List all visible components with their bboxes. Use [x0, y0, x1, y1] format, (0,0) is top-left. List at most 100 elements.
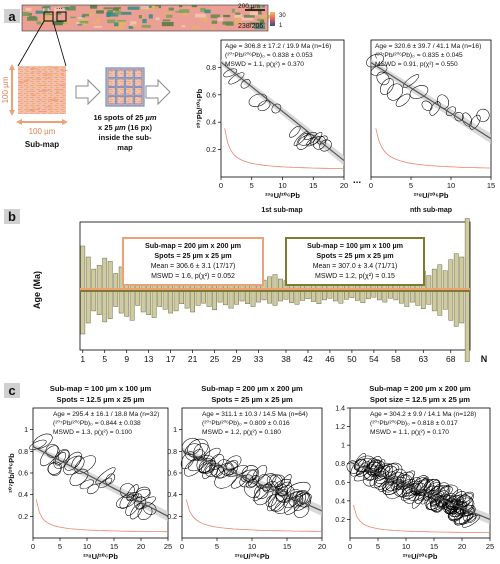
strip-texture — [143, 6, 155, 10]
data-ellipse — [184, 456, 205, 477]
intercept-annotation: (²⁰⁷Pb/²⁰⁶Pb)₀ = 0.835 ± 0.045 — [375, 52, 463, 59]
data-ellipse — [380, 463, 400, 477]
y-tick-label: 0.6 — [335, 480, 345, 487]
submap-texture — [28, 109, 33, 111]
data-ellipse — [262, 481, 278, 493]
spot-square — [107, 69, 117, 79]
data-ellipse — [254, 483, 274, 506]
data-ellipse — [225, 455, 242, 470]
data-ellipse — [289, 488, 303, 502]
colorbar — [270, 12, 275, 26]
strip-texture — [44, 7, 48, 12]
submap-texture — [53, 97, 56, 99]
data-ellipse — [29, 439, 47, 450]
data-ellipse — [115, 494, 137, 509]
x-tick-label: 15 — [309, 181, 317, 190]
data-ellipse — [386, 83, 404, 101]
strip-texture — [211, 20, 218, 24]
intercept-annotation: (²⁰⁷Pb/²⁰⁶Pb)₀ = 0.809 ± 0.016 — [202, 420, 290, 427]
data-ellipse — [376, 71, 390, 86]
data-ellipse — [448, 501, 468, 520]
arrow-right-icon — [75, 78, 101, 106]
data-ellipse — [240, 469, 258, 483]
plot-frame — [370, 39, 492, 178]
concordia-curve — [353, 504, 490, 533]
strip-texture — [128, 26, 134, 29]
spot-square — [133, 69, 143, 79]
y-tick-label: 0.8 — [206, 65, 216, 72]
x-tick-label: 5 — [102, 354, 107, 364]
x-tick-label: 58 — [391, 354, 401, 364]
regression-line — [181, 449, 323, 512]
arrow-right-icon — [145, 78, 171, 106]
strip-texture — [162, 19, 171, 22]
x-tick-label: 29 — [232, 354, 242, 364]
strip-texture — [253, 22, 266, 25]
intercept-annotation: (²⁰⁷Pb/²⁰⁶Pb)₀ = 0.818 ± 0.017 — [370, 420, 458, 427]
data-ellipse — [436, 494, 452, 509]
data-ellipse — [286, 481, 311, 498]
x-tick-label: 38 — [281, 354, 291, 364]
data-ellipse — [254, 485, 269, 500]
x-axis-label: ²³⁸U/²⁰⁶Pb — [235, 552, 270, 561]
data-ellipse — [353, 453, 366, 470]
ratio-label: 238/206 — [238, 23, 263, 30]
data-ellipse — [248, 93, 268, 107]
strip-texture — [112, 8, 120, 11]
data-ellipse — [428, 485, 446, 505]
y-tick-label: 1 — [173, 427, 177, 434]
strip-texture — [258, 10, 262, 15]
data-ellipse — [445, 495, 465, 511]
strip-texture — [200, 7, 206, 12]
x-axis-label: ²³⁸U/²⁰⁶Pb — [265, 191, 300, 200]
data-ellipse — [454, 514, 477, 526]
regression-line — [370, 62, 492, 140]
spot-square — [125, 95, 134, 105]
x-tick-label: 25 — [486, 542, 494, 551]
strip-texture — [181, 25, 186, 28]
y-tick-label: 0.2 — [18, 514, 28, 521]
legend-spots: Spots = 25 µm x 25 µm — [316, 251, 393, 260]
age-annotation: Age = 304.2 ± 9.9 / 14.1 Ma (n=128) — [370, 411, 476, 418]
y-tick-label: 0.4 — [206, 120, 216, 127]
data-ellipse — [135, 486, 151, 499]
panel-b-label-bg — [4, 209, 20, 224]
submap-texture — [58, 84, 66, 86]
data-ellipse — [317, 135, 328, 145]
data-ellipse — [293, 493, 312, 511]
data-ellipse — [395, 93, 411, 107]
data-ellipse — [458, 495, 474, 511]
strip-texture — [90, 5, 98, 9]
data-ellipse — [409, 85, 429, 99]
plot-frame — [32, 407, 169, 539]
strip-texture — [103, 7, 113, 10]
strip-texture — [249, 11, 261, 16]
tw-plot: 0 5 10 15 Age = 320.6 ± 39.7 / 41.1 Ma (n=16… — [366, 39, 495, 200]
strip-texture — [204, 9, 211, 14]
regression-line — [32, 446, 169, 517]
data-ellipse — [447, 500, 463, 514]
x-tick-label: 1 — [80, 354, 85, 364]
strip-texture — [248, 6, 255, 9]
panel-b-label: b — [8, 209, 16, 224]
strip-texture — [261, 5, 265, 8]
tw-plot: 0 5 10 15 20 0.2 0.4 0.6 0.8 1 Age = 311.1 ± 10.3 … — [167, 407, 326, 561]
strip-texture — [168, 7, 174, 11]
plot-subtitle: Spots = 25 µm x 25 µm — [211, 395, 293, 404]
strip-texture — [114, 22, 119, 27]
arrowhead-icon — [62, 119, 68, 125]
x-tick-label: 20 — [458, 542, 466, 551]
strip-texture — [200, 16, 209, 20]
strip-texture — [60, 7, 70, 10]
y-tick-label: 1.2 — [335, 424, 345, 431]
spot-square — [107, 95, 117, 105]
x-tick-label: 5 — [58, 542, 62, 551]
data-ellipse — [455, 497, 475, 515]
data-ellipse — [267, 493, 285, 512]
data-ellipse — [350, 458, 366, 477]
strip-texture — [192, 26, 201, 29]
submap-texture — [49, 96, 52, 98]
submap-texture — [39, 111, 47, 113]
spot-square — [116, 87, 125, 96]
